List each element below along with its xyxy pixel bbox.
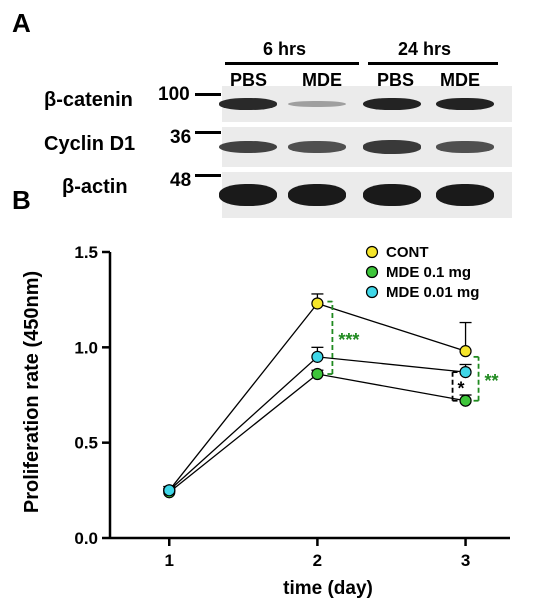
chart-axes: 0.0 0.5 1.0 1.5 1 2 3 (74, 243, 510, 570)
blot-beta-catenin (219, 86, 512, 122)
timepoint-label-6hrs: 6 hrs (263, 39, 307, 59)
series-line-0 (168, 302, 466, 491)
legend-label: CONT (386, 244, 429, 261)
chart-series-points (163, 293, 472, 499)
significance-label: ** (485, 371, 499, 391)
legend-marker (365, 265, 379, 279)
protein-label-beta-catenin: β-catenin (44, 89, 133, 111)
mw-marker-36: 36 (170, 127, 192, 148)
chart-x-axis-label: time (day) (283, 578, 373, 599)
legend-label: MDE 0.01 mg (386, 284, 479, 301)
significance-label: * (458, 378, 465, 398)
series-line-1 (168, 373, 466, 493)
band-beta-catenin-lane2 (288, 100, 346, 108)
data-point-series0-x3 (459, 345, 472, 358)
band-cyclin-d1-lane3 (363, 140, 421, 154)
timepoint-bar-24hrs (368, 62, 498, 65)
data-point-series0-x2 (311, 297, 324, 310)
chart-series-lines (168, 302, 466, 493)
band-cyclin-d1-lane2 (288, 140, 346, 154)
y-tick-label: 1.0 (74, 338, 98, 357)
mw-marker-bar-48 (195, 174, 221, 177)
mw-marker-100: 100 (158, 84, 190, 105)
panel-b-letter: B (12, 185, 31, 215)
band-beta-catenin-lane3 (363, 97, 421, 111)
data-point-series1-x2 (311, 367, 324, 381)
band-beta-actin-lane3 (363, 184, 421, 206)
lane-label-6hrs-pbs: PBS (230, 70, 268, 90)
chart-annotations: ****** (325, 300, 499, 402)
chart-legend: CONT MDE 0.1 mg MDE 0.01 mg (365, 244, 479, 301)
blot-beta-actin (219, 172, 512, 218)
x-tick-label: 1 (165, 551, 174, 570)
mw-marker-bar-100 (195, 93, 221, 96)
band-beta-catenin-lane4 (436, 97, 494, 111)
band-cyclin-d1-lane4 (436, 140, 494, 154)
timepoint-label-24hrs: 24 hrs (398, 39, 452, 59)
legend-marker (365, 245, 379, 259)
data-point-series2-x3 (459, 366, 472, 379)
mw-marker-48: 48 (170, 170, 192, 191)
band-beta-actin-lane2 (288, 184, 346, 206)
x-tick-label: 2 (313, 551, 322, 570)
band-cyclin-d1-lane1 (219, 140, 277, 154)
legend-label: MDE 0.1 mg (386, 264, 471, 281)
band-beta-catenin-lane1 (219, 97, 277, 111)
mw-marker-bar-36 (195, 131, 221, 134)
significance-label: *** (338, 330, 359, 350)
data-point-series1-x3 (459, 394, 472, 407)
data-point-series2-x1 (163, 484, 176, 497)
timepoint-bar-6hrs (225, 62, 359, 65)
legend-marker (365, 285, 379, 299)
lane-label-24hrs-mde: MDE (440, 70, 480, 90)
y-tick-label: 0.0 (74, 529, 98, 548)
y-tick-label: 0.5 (74, 434, 98, 453)
y-tick-label: 1.5 (74, 243, 98, 262)
blot-cyclin-d1 (219, 127, 512, 167)
panel-a-letter: A (12, 8, 31, 38)
x-tick-label: 3 (461, 551, 470, 570)
protein-label-cyclin-d1: Cyclin D1 (44, 133, 136, 155)
protein-label-beta-actin: β-actin (62, 176, 128, 198)
chart-y-axis-label: Proliferation rate (450nm) (21, 271, 43, 513)
data-point-series2-x2 (311, 350, 324, 363)
lane-label-6hrs-mde: MDE (302, 70, 342, 90)
band-beta-actin-lane4 (436, 184, 494, 206)
band-beta-actin-lane1 (219, 184, 277, 206)
lane-label-24hrs-pbs: PBS (377, 70, 415, 90)
